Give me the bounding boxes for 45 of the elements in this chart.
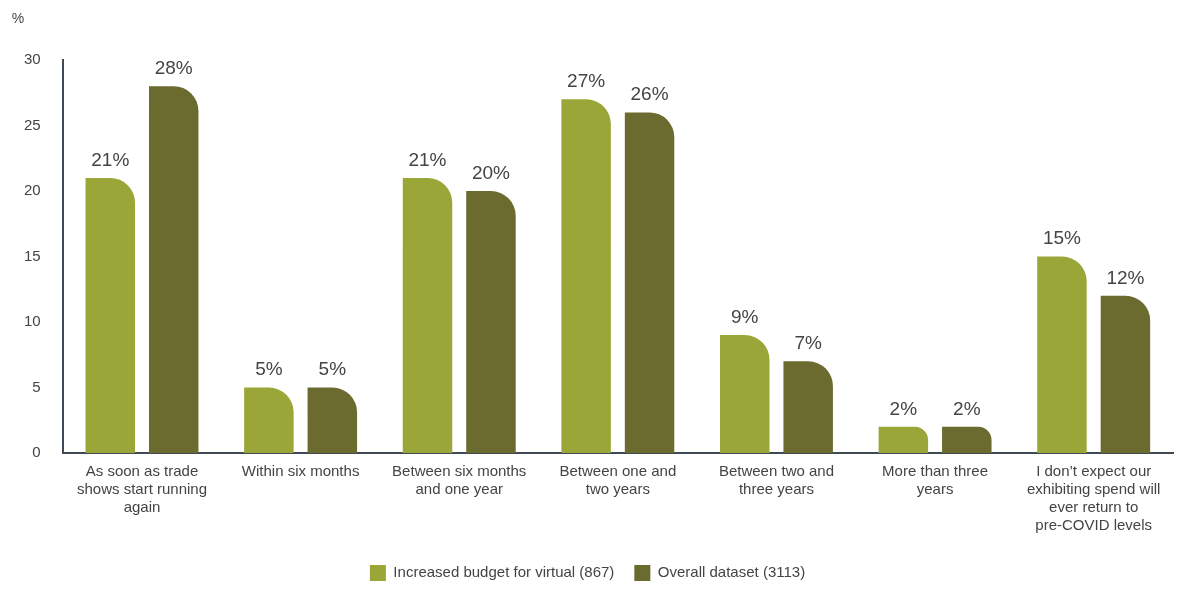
bar [307, 387, 358, 453]
data-label: 21% [91, 148, 130, 170]
y-tick-label: 0 [32, 443, 41, 461]
y-tick-label: 30 [24, 50, 41, 68]
x-tick-label: I don’t expect our exhibiting spend will ever return to pre-COVID levels [1026, 462, 1161, 534]
data-label: 20% [471, 161, 511, 183]
data-label: 2% [953, 397, 981, 419]
legend-label: Increased budget for virtual (867) [393, 563, 615, 581]
bar [1037, 256, 1087, 453]
data-label: 15% [1042, 227, 1082, 249]
legend-label: Overall dataset (3113) [657, 563, 806, 581]
x-tick-label: Between one and two years [559, 462, 677, 498]
x-tick-label: More than three years [882, 462, 989, 498]
y-tick-label: 10 [24, 312, 41, 330]
bar [719, 335, 770, 453]
data-label: 28% [154, 56, 193, 78]
bar [148, 86, 199, 453]
bar [624, 112, 675, 453]
bar [942, 426, 992, 453]
data-label: 5% [318, 358, 347, 380]
bar [244, 387, 294, 453]
data-label: 7% [794, 332, 823, 354]
x-tick-label: As soon as trade shows start running again [76, 462, 208, 516]
x-tick-label: Between two and three years [718, 462, 834, 498]
data-label: 5% [255, 358, 283, 380]
bar [85, 177, 136, 453]
data-label: 2% [889, 397, 918, 419]
y-tick-label: 25 [24, 115, 41, 133]
bar [783, 361, 833, 453]
y-tick-label: 20 [24, 181, 41, 199]
data-label: 9% [731, 305, 759, 327]
data-label: 27% [567, 70, 606, 92]
x-tick-label: Between six months and one year [392, 462, 527, 498]
data-label: 26% [630, 83, 669, 105]
bar [561, 99, 611, 453]
bar [878, 426, 929, 453]
bar [466, 191, 516, 453]
x-tick-label: Within six months [241, 462, 360, 480]
y-tick-label: 5 [32, 377, 41, 395]
data-label: 21% [408, 148, 447, 170]
bar [1100, 295, 1151, 453]
bar [402, 177, 453, 453]
y-tick-label: 15 [24, 246, 41, 264]
data-label: 12% [1106, 266, 1145, 288]
y-axis-title: % [11, 9, 25, 26]
